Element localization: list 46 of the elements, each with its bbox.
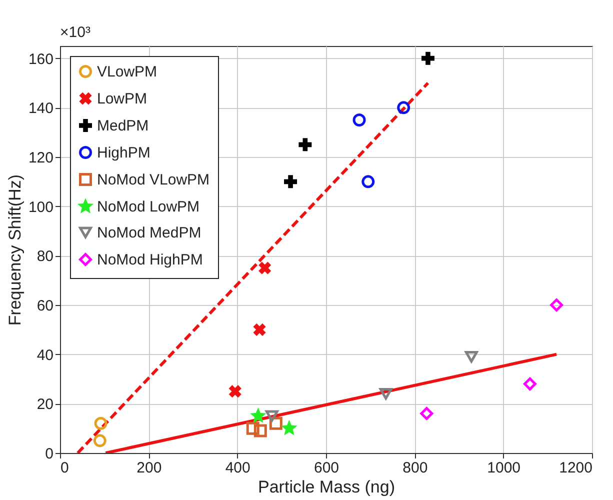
point (265, 410, 278, 422)
text: ×10³ (60, 24, 90, 41)
point (379, 388, 392, 400)
point (550, 298, 564, 312)
x-axis-title: Particle Mass (ng) (258, 478, 395, 496)
legend-label: LowPM (97, 90, 148, 108)
legend-label: NoMod VLowPM (97, 172, 210, 188)
point (298, 138, 312, 152)
point (93, 434, 106, 448)
y-axis-title: Frequency Shift(Hz) (5, 174, 24, 326)
point (94, 416, 108, 430)
y-tick-label: 160 (28, 50, 54, 68)
legend-label: NoMod MedPM (97, 224, 202, 242)
y-tick-label: 120 (28, 150, 54, 166)
legend-label: NoMod LowPM (97, 198, 200, 216)
y-tick-label: 100 (28, 198, 54, 216)
x-tick-label: 1000 (487, 460, 521, 476)
x-tick-label: 200 (136, 460, 162, 476)
legend-label: VLowPM (97, 64, 158, 80)
y-tick-label: 80 (36, 248, 54, 266)
point (246, 422, 260, 435)
point (284, 175, 298, 188)
point (254, 424, 267, 438)
point (464, 351, 478, 363)
y-tick-label: 20 (36, 396, 54, 414)
x-tick-label: 400 (225, 460, 250, 476)
point (362, 175, 375, 188)
x-tick-label: 800 (402, 460, 428, 476)
y-tick-label: 60 (36, 298, 54, 314)
y-tick-label: 140 (28, 100, 54, 118)
point (254, 324, 266, 336)
point (352, 114, 366, 126)
point (259, 262, 271, 274)
point (420, 407, 434, 420)
legend-label: NoMod HighPM (97, 252, 203, 268)
point (421, 52, 434, 65)
x-tick-label: 0 (60, 460, 69, 476)
point (229, 386, 241, 398)
point (523, 377, 536, 390)
y-tick-label: 40 (36, 346, 54, 364)
legend-label: HighPM (97, 144, 150, 162)
y-tick-label: 0 (45, 446, 54, 462)
legend-label: MedPM (97, 118, 149, 134)
x-tick-label: 600 (314, 460, 340, 476)
x-tick-label: 1200 (559, 460, 592, 476)
point (397, 101, 410, 114)
